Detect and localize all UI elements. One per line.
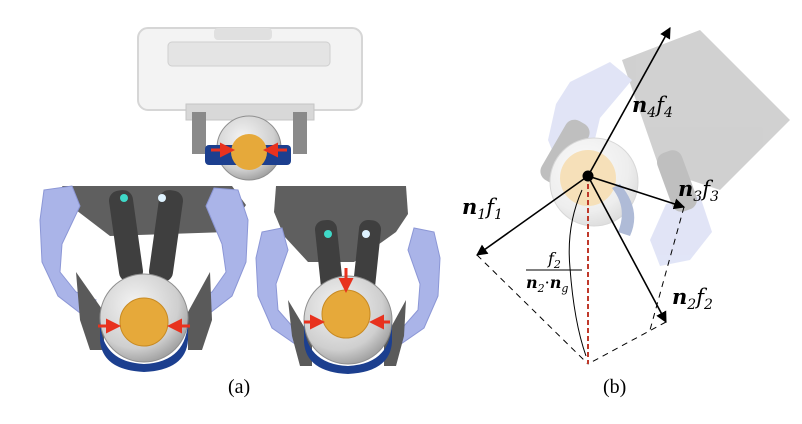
caption-b: (b) bbox=[603, 376, 627, 398]
gripper-top-view bbox=[137, 27, 363, 181]
caption-a: (a) bbox=[228, 376, 251, 398]
vector-n3f3-arrow bbox=[587, 175, 686, 210]
contact-point bbox=[582, 170, 594, 182]
label-fraction: f2 n2·ng bbox=[526, 249, 582, 295]
panel-b: n4f4 n1f1 n3f3 n2f2 f2 n2·ng bbox=[462, 27, 790, 365]
gripper-background bbox=[540, 30, 790, 266]
vector-n2f2-arrow bbox=[587, 175, 667, 323]
vector-n4f4-arrow bbox=[587, 27, 671, 177]
vector-n1f1-arrow bbox=[476, 175, 589, 256]
label-n4f4: n4f4 bbox=[632, 92, 673, 121]
label-n1f1: n1f1 bbox=[462, 194, 503, 223]
fraction-brace bbox=[568, 189, 587, 357]
gripper-three-finger-view bbox=[255, 186, 441, 374]
label-n3f3: n3f3 bbox=[678, 176, 719, 205]
svg-text:f2: f2 bbox=[547, 249, 561, 271]
svg-text:n2·ng: n2·ng bbox=[526, 273, 568, 295]
gripper-two-finger-view bbox=[39, 185, 249, 372]
panel-a bbox=[39, 27, 441, 374]
label-n2f2: n2f2 bbox=[672, 284, 713, 313]
force-polygon-dashed bbox=[476, 206, 685, 365]
